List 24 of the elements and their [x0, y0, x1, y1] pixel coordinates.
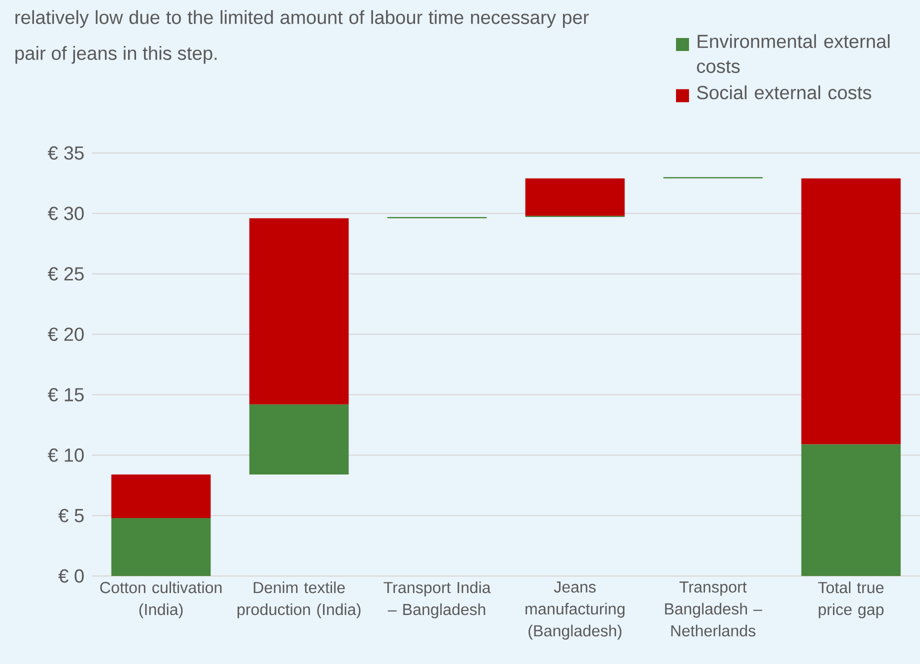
y-tick-label: € 20: [48, 328, 84, 341]
legend-label: Social external costs: [697, 85, 872, 100]
legend-label: Environmental external costs: [697, 34, 890, 73]
x-tick-label: Jeans manufacturing (Bangladesh): [526, 582, 624, 640]
bar: [111, 518, 211, 576]
y-tick-label: € 30: [48, 206, 84, 220]
y-tick-label: € 25: [48, 267, 84, 281]
x-tick-label: Cotton cultivation (India): [100, 582, 222, 618]
bar: [249, 404, 349, 474]
bar: [111, 474, 211, 518]
bar: [525, 178, 625, 216]
y-tick-label: € 10: [48, 448, 84, 462]
x-tick-label: Transport India – Bangladesh: [384, 582, 491, 618]
text: relatively low due to the limited amount of labour time necessary per pair of jeans in this step.: [15, 10, 589, 64]
y-tick-label: € 15: [48, 388, 84, 402]
y-tick-label: € 35: [48, 146, 84, 160]
bar: [801, 178, 901, 444]
bar: [801, 444, 901, 576]
x-tick-label: Denim textile production (India): [238, 582, 360, 618]
y-tick-label: € 0: [58, 569, 84, 583]
x-tick-label: Transport Bangladesh – Netherlands: [665, 582, 762, 636]
x-tick-label: Total true price gap: [818, 582, 884, 618]
bar: [249, 218, 349, 404]
y-tick-label: € 5: [58, 508, 84, 522]
